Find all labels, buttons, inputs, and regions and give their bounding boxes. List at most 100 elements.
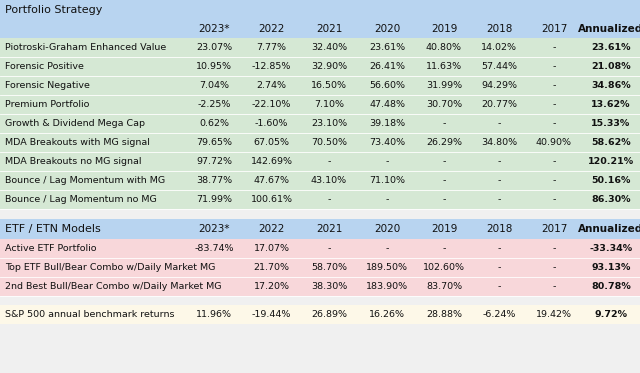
Text: S&P 500 annual benchmark returns: S&P 500 annual benchmark returns — [5, 310, 175, 319]
Text: 43.10%: 43.10% — [311, 176, 347, 185]
Text: 56.60%: 56.60% — [369, 81, 405, 90]
Text: 2022: 2022 — [259, 24, 285, 34]
Text: -2.25%: -2.25% — [197, 100, 230, 109]
Text: -: - — [442, 195, 445, 204]
Text: -: - — [385, 195, 388, 204]
Text: 71.99%: 71.99% — [196, 195, 232, 204]
Bar — [0, 219, 640, 239]
Text: 23.61%: 23.61% — [591, 43, 631, 52]
Text: 31.99%: 31.99% — [426, 81, 462, 90]
Text: 40.90%: 40.90% — [536, 138, 572, 147]
Text: Growth & Dividend Mega Cap: Growth & Dividend Mega Cap — [5, 119, 145, 128]
Text: 2021: 2021 — [316, 224, 342, 234]
Text: 2018: 2018 — [486, 24, 512, 34]
Text: 2019: 2019 — [431, 224, 457, 234]
Text: 2020: 2020 — [374, 224, 400, 234]
Text: -: - — [497, 176, 500, 185]
Text: -: - — [552, 100, 556, 109]
Text: -: - — [442, 119, 445, 128]
Text: -: - — [497, 282, 500, 291]
Text: 26.41%: 26.41% — [369, 62, 405, 71]
Text: -: - — [385, 244, 388, 253]
Text: 97.72%: 97.72% — [196, 157, 232, 166]
Text: 21.08%: 21.08% — [591, 62, 631, 71]
Text: -: - — [385, 157, 388, 166]
Text: 34.86%: 34.86% — [591, 81, 631, 90]
Text: 40.80%: 40.80% — [426, 43, 462, 52]
Text: 38.30%: 38.30% — [311, 282, 347, 291]
Text: -: - — [327, 195, 331, 204]
Text: 16.50%: 16.50% — [311, 81, 347, 90]
Text: 2023*: 2023* — [198, 224, 230, 234]
Text: 70.50%: 70.50% — [311, 138, 347, 147]
Text: Active ETF Portfolio: Active ETF Portfolio — [5, 244, 97, 253]
Text: 189.50%: 189.50% — [366, 263, 408, 272]
Text: 2020: 2020 — [374, 24, 400, 34]
Text: -: - — [552, 176, 556, 185]
Text: 47.48%: 47.48% — [369, 100, 405, 109]
Text: 0.62%: 0.62% — [199, 119, 229, 128]
Text: 100.61%: 100.61% — [250, 195, 292, 204]
Text: 50.16%: 50.16% — [591, 176, 630, 185]
Text: ETF / ETN Models: ETF / ETN Models — [5, 224, 100, 234]
Text: 11.63%: 11.63% — [426, 62, 462, 71]
Text: Forensic Positive: Forensic Positive — [5, 62, 84, 71]
Text: 2017: 2017 — [541, 224, 567, 234]
Text: 142.69%: 142.69% — [250, 157, 292, 166]
Text: 93.13%: 93.13% — [591, 263, 630, 272]
Text: -12.85%: -12.85% — [252, 62, 291, 71]
Text: 80.78%: 80.78% — [591, 282, 631, 291]
Text: Bounce / Lag Momentum with MG: Bounce / Lag Momentum with MG — [5, 176, 165, 185]
Text: 10.95%: 10.95% — [196, 62, 232, 71]
Text: 94.29%: 94.29% — [481, 81, 517, 90]
Text: -: - — [552, 263, 556, 272]
Text: -: - — [497, 244, 500, 253]
Text: 7.10%: 7.10% — [314, 100, 344, 109]
Text: 2022: 2022 — [259, 224, 285, 234]
Text: 32.40%: 32.40% — [311, 43, 347, 52]
Text: -: - — [442, 157, 445, 166]
Text: 58.62%: 58.62% — [591, 138, 631, 147]
Text: 2nd Best Bull/Bear Combo w/Daily Market MG: 2nd Best Bull/Bear Combo w/Daily Market … — [5, 282, 221, 291]
Bar — [0, 258, 640, 277]
Text: 14.02%: 14.02% — [481, 43, 517, 52]
Text: MDA Breakouts with MG signal: MDA Breakouts with MG signal — [5, 138, 150, 147]
Text: 17.20%: 17.20% — [253, 282, 289, 291]
Text: MDA Breakouts no MG signal: MDA Breakouts no MG signal — [5, 157, 141, 166]
Text: -: - — [552, 81, 556, 90]
Text: -83.74%: -83.74% — [195, 244, 234, 253]
Text: 86.30%: 86.30% — [591, 195, 631, 204]
Text: -: - — [552, 282, 556, 291]
Text: 38.77%: 38.77% — [196, 176, 232, 185]
Text: 23.07%: 23.07% — [196, 43, 232, 52]
Text: 13.62%: 13.62% — [591, 100, 631, 109]
Text: 2021: 2021 — [316, 24, 342, 34]
Text: -: - — [442, 244, 445, 253]
Bar — [0, 95, 640, 114]
Bar — [0, 76, 640, 95]
Text: 7.04%: 7.04% — [199, 81, 229, 90]
Text: -: - — [442, 176, 445, 185]
Text: 9.72%: 9.72% — [595, 310, 627, 319]
Text: 2017: 2017 — [541, 24, 567, 34]
Text: -1.60%: -1.60% — [255, 119, 288, 128]
Text: 26.29%: 26.29% — [426, 138, 462, 147]
Text: Annualized: Annualized — [579, 24, 640, 34]
Text: 2.74%: 2.74% — [257, 81, 287, 90]
Text: 79.65%: 79.65% — [196, 138, 232, 147]
Text: 30.70%: 30.70% — [426, 100, 462, 109]
Text: Piotroski-Graham Enhanced Value: Piotroski-Graham Enhanced Value — [5, 43, 166, 52]
Text: -: - — [552, 43, 556, 52]
Text: -: - — [552, 244, 556, 253]
Text: 15.33%: 15.33% — [591, 119, 630, 128]
Text: 16.26%: 16.26% — [369, 310, 405, 319]
Bar — [0, 57, 640, 76]
Text: Portfolio Strategy: Portfolio Strategy — [5, 5, 102, 15]
Text: -: - — [552, 195, 556, 204]
Text: -: - — [327, 244, 331, 253]
Text: 57.44%: 57.44% — [481, 62, 517, 71]
Text: 2018: 2018 — [486, 224, 512, 234]
Text: 2019: 2019 — [431, 24, 457, 34]
Text: -: - — [497, 119, 500, 128]
Text: -: - — [497, 157, 500, 166]
